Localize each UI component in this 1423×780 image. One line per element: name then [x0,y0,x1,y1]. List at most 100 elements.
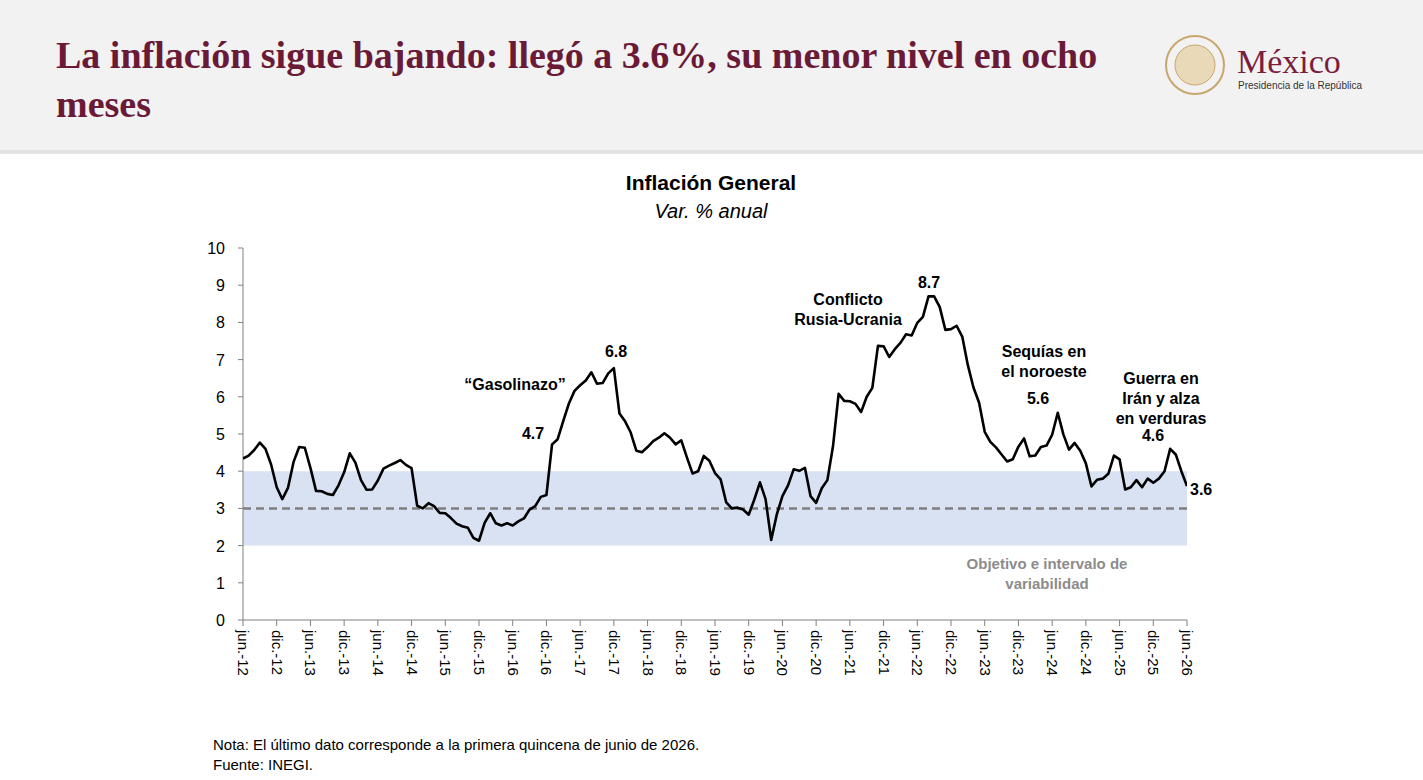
x-tick-label: dic.-22 [943,630,960,675]
page: La inflación sigue bajando: llegó a 3.6%… [0,0,1423,780]
x-tick [883,620,884,626]
x-tick [951,620,952,626]
x-tick [1018,620,1019,626]
x-tick [580,620,581,626]
x-tick [984,620,985,626]
annotation-value: 6.8 [605,343,627,360]
y-tick [238,545,243,546]
x-tick-label: jun.-15 [437,629,454,676]
chart-subtitle: Var. % anual [654,200,768,222]
x-tick-label: jun.-23 [977,629,994,676]
text-line: Sequías en [1002,343,1086,360]
text-line: La inflación sigue bajando: llegó a 3.6%… [56,34,1097,76]
x-tick-label: jun.-21 [842,629,859,676]
annotation-text: “Gasolinazo” [464,376,565,393]
x-tick [445,620,446,626]
logo-subtitle: Presidencia de la República [1238,80,1362,91]
x-tick-label: dic.-20 [808,630,825,675]
x-tick-label: jun.-12 [235,629,252,676]
x-tick-label: jun.-16 [505,629,522,676]
y-tick-label: 7 [216,352,225,369]
emblem-core [1175,45,1215,85]
x-tick [310,620,311,626]
x-tick [782,620,783,626]
target-label: Objetivo e intervalo de variabilidad [967,555,1128,592]
y-tick [238,620,243,621]
x-tick-label: jun.-22 [909,629,926,676]
target-line [243,507,1187,510]
chart-title: Inflación General [626,171,796,194]
y-tick [238,396,243,397]
x-tick [715,620,716,626]
y-tick [238,248,243,249]
x-tick [344,620,345,626]
x-tick-label: dic.-21 [876,630,893,675]
note: Nota: El último dato corresponde a la pr… [213,736,699,753]
y-tick-label: 1 [216,575,225,592]
x-tick-label: jun.-20 [774,629,791,676]
y-tick-label: 6 [216,389,225,406]
emblem-ring [1166,36,1224,94]
header-title: La inflación sigue bajando: llegó a 3.6%… [56,34,1097,125]
x-tick-label: jun.-19 [707,629,724,676]
x-tick [849,620,850,626]
x-tick [377,620,378,626]
x-tick-label: dic.-12 [269,630,286,675]
x-tick [613,620,614,626]
x-tick [816,620,817,626]
plot-area [243,296,1187,540]
x-tick [1187,620,1188,626]
y-tick-label: 5 [216,426,225,443]
y-tick-label: 4 [216,463,225,480]
y-tick [238,582,243,583]
x-tick-label: dic.-24 [1078,630,1095,675]
x-tick-label: dic.-14 [404,630,421,675]
x-tick [276,620,277,626]
x-tick-label: dic.-16 [538,630,555,675]
x-tick-label: jun.-26 [1179,629,1196,676]
y-tick [238,359,243,360]
x-tick [1153,620,1154,626]
y-tick-label: 0 [216,612,225,629]
y-tick-label: 3 [216,500,225,517]
x-tick [243,620,244,626]
x-tick [681,620,682,626]
text-line: en verduras [1116,410,1207,427]
target-band [243,471,1187,545]
text-line: el noroeste [1001,363,1086,380]
source: Fuente: INEGI. [213,756,313,773]
x-tick [479,620,480,626]
x-tick-label: dic.-18 [673,630,690,675]
x-tick-label: dic.-19 [741,630,758,675]
annotation-value: 3.6 [1190,481,1212,498]
x-tick [512,620,513,626]
annotation-text: ConflictoRusia-Ucrania [794,291,902,328]
x-tick-label: jun.-25 [1112,629,1129,676]
x-tick-label: dic.-15 [471,630,488,675]
x-tick-label: jun.-13 [302,629,319,676]
text-line: “Gasolinazo” [464,376,565,393]
y-tick-label: 2 [216,538,225,555]
text-line: variabilidad [1005,575,1088,592]
x-tick [647,620,648,626]
x-tick-label: dic.-23 [1010,630,1027,675]
annotation-value: 8.7 [918,274,940,291]
x-tick [546,620,547,626]
x-tick [1085,620,1086,626]
y-tick [238,322,243,323]
x-tick-label: dic.-17 [606,630,623,675]
header-shadow [0,150,1423,154]
x-tick-label: jun.-17 [572,629,589,676]
x-tick [748,620,749,626]
x-tick-label: jun.-18 [640,629,657,676]
text-line: Irán y alza [1122,390,1199,407]
text-line: meses [56,83,151,125]
x-tick [917,620,918,626]
text-line: Objetivo e intervalo de [967,555,1128,572]
x-tick [411,620,412,626]
x-tick [1052,620,1053,626]
text-line: Rusia-Ucrania [794,311,902,328]
x-tick-label: jun.-24 [1044,629,1061,676]
annotation-text: Guerra enIrán y alzaen verduras [1116,370,1207,427]
annotation-value: 5.6 [1027,390,1049,407]
